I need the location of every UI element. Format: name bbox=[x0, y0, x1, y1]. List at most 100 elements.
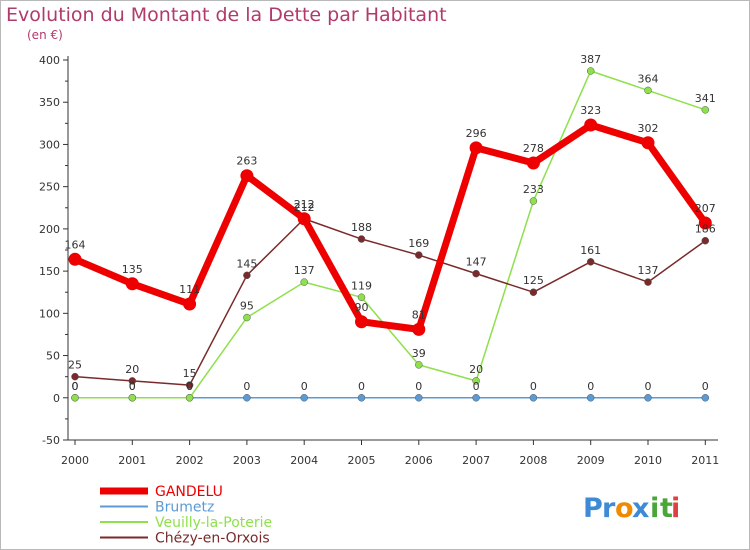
data-label: 0 bbox=[186, 380, 193, 393]
data-label: 0 bbox=[186, 380, 193, 393]
legend-label: Brumetz bbox=[155, 500, 214, 516]
x-tick-label: 2006 bbox=[405, 454, 433, 467]
data-point bbox=[701, 394, 710, 402]
data-label: 39 bbox=[412, 347, 426, 360]
data-label: 212 bbox=[294, 198, 315, 211]
data-label: 0 bbox=[358, 380, 365, 393]
x-tick-label: 2009 bbox=[577, 454, 605, 467]
data-label: 0 bbox=[301, 380, 308, 393]
data-point bbox=[529, 197, 538, 205]
legend-label: Veuilly-la-Poterie bbox=[155, 515, 272, 531]
y-tick-label: 200 bbox=[39, 223, 60, 236]
data-point bbox=[357, 235, 366, 243]
data-label: 188 bbox=[351, 221, 372, 234]
data-label: 0 bbox=[702, 380, 709, 393]
data-label: 119 bbox=[351, 279, 372, 292]
data-point bbox=[644, 394, 652, 402]
data-point bbox=[641, 136, 655, 150]
data-point bbox=[701, 236, 710, 245]
data-point bbox=[185, 381, 194, 389]
data-label: 90 bbox=[355, 301, 369, 314]
data-point bbox=[243, 313, 251, 322]
logo-letter: r bbox=[602, 493, 616, 524]
data-point bbox=[415, 361, 423, 369]
data-label: 0 bbox=[72, 380, 79, 393]
y-tick-label: 0 bbox=[53, 392, 60, 405]
y-tick-label: -50 bbox=[42, 434, 60, 447]
x-tick-label: 2000 bbox=[61, 454, 89, 467]
y-tick-label: 250 bbox=[39, 181, 60, 194]
data-label: 135 bbox=[122, 263, 143, 276]
x-tick-label: 2007 bbox=[462, 454, 490, 467]
data-label: 147 bbox=[466, 256, 487, 269]
data-label: 15 bbox=[183, 367, 197, 380]
logo-letter: o bbox=[615, 493, 634, 524]
data-label: 0 bbox=[473, 380, 480, 393]
data-point bbox=[68, 252, 82, 266]
data-point bbox=[71, 394, 79, 402]
data-label: 164 bbox=[65, 238, 86, 251]
data-label: 212 bbox=[294, 201, 315, 214]
data-label: 263 bbox=[236, 155, 257, 168]
series-line-2 bbox=[75, 70, 706, 399]
data-point bbox=[472, 269, 480, 278]
data-label: 0 bbox=[587, 380, 594, 393]
data-label: 341 bbox=[695, 92, 716, 105]
data-label: 25 bbox=[68, 359, 82, 372]
data-point bbox=[584, 118, 598, 132]
data-label: 95 bbox=[240, 300, 254, 313]
data-label: 186 bbox=[695, 223, 716, 236]
data-label: 125 bbox=[523, 274, 544, 287]
x-tick-label: 2003 bbox=[233, 454, 261, 467]
logo-letter: P bbox=[583, 493, 603, 524]
data-point bbox=[357, 394, 366, 402]
data-label: 0 bbox=[72, 380, 79, 393]
data-point bbox=[472, 394, 480, 402]
data-label: 161 bbox=[580, 244, 601, 257]
x-tick-label: 2001 bbox=[118, 454, 146, 467]
data-point bbox=[412, 322, 426, 336]
y-tick-label: 100 bbox=[39, 307, 60, 320]
data-label: 0 bbox=[129, 380, 136, 393]
data-point bbox=[644, 86, 652, 95]
data-label: 137 bbox=[294, 264, 315, 277]
data-label: 207 bbox=[695, 202, 716, 215]
x-tick-label: 2008 bbox=[519, 454, 547, 467]
x-tick-label: 2004 bbox=[290, 454, 318, 467]
data-label: 302 bbox=[638, 122, 659, 135]
logo-letter: x bbox=[632, 493, 649, 524]
data-label: 0 bbox=[129, 380, 136, 393]
data-point bbox=[355, 315, 368, 329]
logo-letter: i bbox=[650, 493, 659, 524]
data-point bbox=[586, 394, 595, 402]
y-tick-label: 400 bbox=[39, 54, 60, 67]
data-point bbox=[526, 156, 540, 170]
logo-letter: t bbox=[660, 493, 673, 524]
data-point bbox=[529, 288, 538, 296]
data-point bbox=[71, 372, 79, 381]
y-tick-label: 50 bbox=[46, 350, 60, 363]
data-label: 364 bbox=[638, 72, 659, 85]
x-tick-label: 2005 bbox=[348, 454, 376, 467]
y-tick-label: 350 bbox=[39, 96, 60, 109]
data-label: 137 bbox=[638, 264, 659, 277]
data-point bbox=[125, 277, 139, 291]
x-tick-label: 2002 bbox=[176, 454, 204, 467]
data-label: 296 bbox=[466, 127, 487, 140]
data-label: 0 bbox=[530, 380, 537, 393]
chart-title: Evolution du Montant de la Dette par Hab… bbox=[6, 4, 447, 26]
series-layer bbox=[68, 67, 712, 402]
chart-legend: GANDELUBrumetzVeuilly-la-PoterieChézy-en… bbox=[100, 484, 272, 547]
x-tick-label: 2011 bbox=[691, 454, 719, 467]
series-line-3 bbox=[74, 218, 706, 386]
data-label: 323 bbox=[580, 104, 601, 117]
data-point bbox=[243, 271, 251, 280]
data-point bbox=[469, 141, 483, 155]
data-label: 169 bbox=[408, 237, 429, 250]
data-point bbox=[586, 67, 595, 75]
data-point bbox=[357, 293, 366, 302]
data-point bbox=[698, 216, 712, 230]
